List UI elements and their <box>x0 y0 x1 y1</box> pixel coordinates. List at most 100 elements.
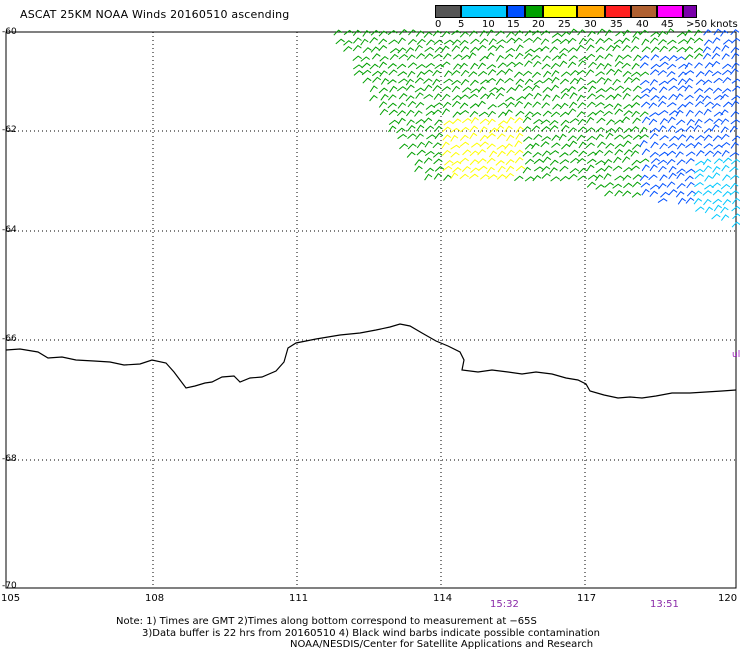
wind-barb <box>459 109 470 116</box>
wind-barb <box>722 190 732 197</box>
wind-barb <box>515 165 526 172</box>
wind-barb <box>568 140 578 148</box>
wind-barb <box>423 69 434 75</box>
wind-barb <box>495 160 505 166</box>
wind-barb <box>524 158 535 165</box>
wind-barb <box>398 53 409 60</box>
wind-barb <box>576 134 586 142</box>
wind-barb <box>650 46 660 53</box>
wind-barb <box>388 119 399 125</box>
wind-barb <box>666 71 676 78</box>
wind-barb <box>720 118 730 125</box>
wind-barb <box>623 182 633 189</box>
wind-barb <box>605 142 615 149</box>
wind-barb <box>603 172 612 180</box>
wind-barb <box>712 37 721 44</box>
wind-barb <box>659 174 668 181</box>
wind-barb <box>659 55 670 62</box>
wind-barb <box>477 44 487 51</box>
wind-barb <box>639 79 650 86</box>
wind-barb <box>685 135 695 142</box>
wind-barb <box>711 70 722 77</box>
wind-barb <box>461 117 472 124</box>
wind-barb <box>641 88 651 94</box>
wind-barb <box>639 126 648 134</box>
wind-barb <box>522 150 532 157</box>
wind-barb <box>702 95 711 102</box>
wind-barb <box>684 54 694 61</box>
wind-barb <box>560 92 569 100</box>
wind-barb <box>443 70 453 78</box>
wind-barb <box>459 134 469 141</box>
wind-barb <box>378 38 388 45</box>
wind-barb <box>585 53 596 60</box>
wind-barb <box>514 30 524 37</box>
wind-barb <box>504 53 514 60</box>
wind-barb <box>514 52 524 60</box>
wind-barb <box>704 150 714 157</box>
wind-barb <box>369 37 378 44</box>
wind-barb <box>686 37 695 44</box>
wind-barb <box>505 159 515 166</box>
wind-barb <box>731 52 740 60</box>
wind-barb <box>633 54 642 62</box>
wind-barb <box>522 166 532 174</box>
wind-barb <box>577 60 587 67</box>
wind-barb <box>497 120 508 126</box>
wind-barb <box>379 108 389 116</box>
legend-swatch-50 <box>683 5 697 18</box>
wind-barb <box>649 164 658 172</box>
lat-label-62: -62 <box>2 125 17 135</box>
wind-barb <box>614 134 624 140</box>
wind-barb <box>441 45 450 53</box>
wind-barb <box>495 92 504 100</box>
wind-barb <box>515 132 524 140</box>
wind-barb <box>343 40 353 46</box>
wind-barb <box>495 30 505 37</box>
wind-barb <box>657 39 667 46</box>
wind-barb <box>396 86 407 92</box>
wind-barb <box>369 94 378 102</box>
wind-barb <box>668 93 677 101</box>
wind-barb <box>623 103 633 110</box>
wind-barb <box>488 38 497 45</box>
wind-barb <box>675 151 684 158</box>
lon-label-120: 120 <box>718 593 738 604</box>
wind-barb <box>585 142 595 149</box>
wind-barb <box>703 108 712 116</box>
wind-barb <box>658 95 667 102</box>
wind-barb <box>442 101 452 109</box>
wind-barb <box>415 101 425 109</box>
legend-swatch-25 <box>543 5 577 18</box>
wind-barb <box>711 213 721 220</box>
wind-barb <box>477 86 487 93</box>
wind-barb <box>622 134 633 140</box>
wind-barb <box>630 126 640 133</box>
wind-barb <box>694 181 704 188</box>
wind-barb <box>576 94 585 102</box>
wind-barb <box>640 55 650 61</box>
wind-barb <box>732 197 740 205</box>
wind-barb <box>720 214 730 221</box>
wind-barb <box>405 84 415 91</box>
wind-barb <box>623 149 633 156</box>
wind-barb <box>595 167 606 174</box>
wind-barb <box>649 112 660 118</box>
wind-barb <box>729 125 738 133</box>
wind-barb <box>567 135 577 142</box>
wind-barb <box>459 157 469 164</box>
wind-barb <box>387 94 397 101</box>
wind-barb <box>605 44 615 52</box>
wind-barb <box>684 175 694 182</box>
legend-swatch-40 <box>631 5 657 18</box>
wind-barb <box>568 127 578 134</box>
wind-barb <box>702 52 712 60</box>
wind-barb <box>568 55 578 62</box>
wind-barb <box>469 125 478 133</box>
wind-barb <box>684 101 694 108</box>
wind-barb <box>416 53 425 60</box>
wind-barb <box>595 54 604 62</box>
wind-barb <box>479 141 489 148</box>
wind-barb <box>477 62 486 70</box>
wind-barb <box>389 53 399 61</box>
